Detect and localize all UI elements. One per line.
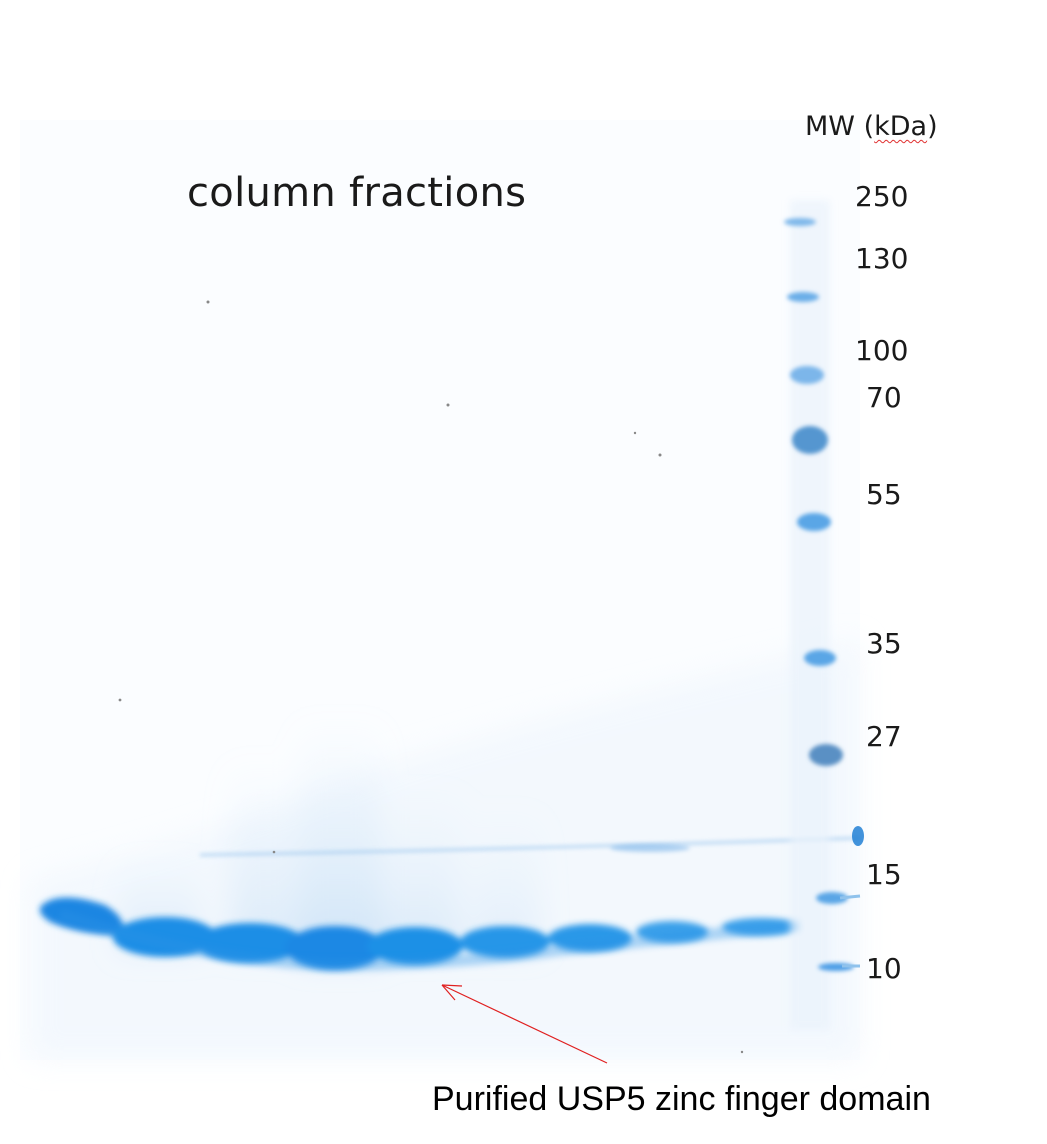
mw-ladder-lane bbox=[784, 200, 861, 1030]
minor-band-line bbox=[199, 826, 864, 857]
ladder-band-55 bbox=[797, 513, 831, 531]
mw-header-prefix: MW ( bbox=[805, 111, 875, 142]
mw-label-15: 15 bbox=[866, 858, 902, 891]
mw-header-unit: kDa bbox=[874, 111, 928, 142]
dust-specks bbox=[118, 300, 744, 1054]
mw-label-35: 35 bbox=[866, 627, 902, 660]
mw-label-250: 250 bbox=[855, 180, 909, 213]
mw-label-27: 27 bbox=[866, 720, 902, 753]
mw-label-100: 100 bbox=[855, 334, 909, 367]
annotation-label: Purified USP5 zinc finger domain bbox=[432, 1080, 931, 1118]
ladder-band-250 bbox=[784, 218, 816, 226]
mw-label-55: 55 bbox=[866, 478, 902, 511]
mw-label-10: 10 bbox=[866, 952, 902, 985]
annotation-arrow bbox=[441, 984, 608, 1064]
mw-label-130: 130 bbox=[855, 242, 909, 275]
ladder-band-130 bbox=[787, 292, 819, 302]
ladder-band-15 bbox=[816, 892, 848, 904]
band-connect bbox=[58, 909, 801, 972]
band-lane-5 bbox=[367, 927, 463, 965]
mw-label-70: 70 bbox=[866, 381, 902, 414]
ladder-band-70 bbox=[792, 426, 828, 454]
ladder-band-100 bbox=[790, 366, 824, 384]
gel-title: column fractions bbox=[187, 170, 527, 216]
mw-header-suffix: ) bbox=[927, 111, 938, 142]
ladder-band-27 bbox=[809, 744, 843, 766]
ladder-band-35 bbox=[804, 650, 836, 666]
mw-header: MW (kDa) bbox=[805, 111, 938, 142]
